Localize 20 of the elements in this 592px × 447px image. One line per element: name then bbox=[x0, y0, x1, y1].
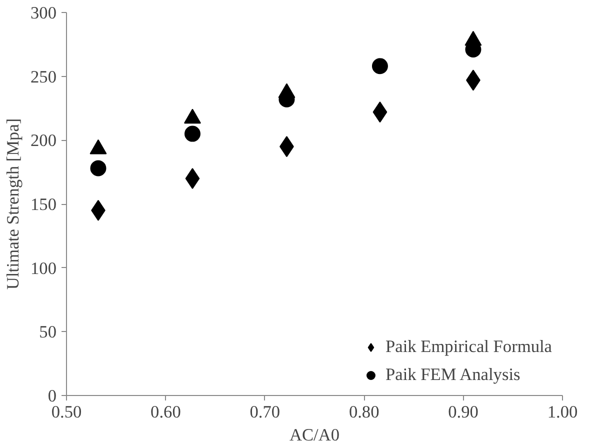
y-tick-label: 200 bbox=[30, 131, 57, 150]
y-tick-label: 50 bbox=[39, 322, 56, 342]
y-tick-label: 300 bbox=[30, 4, 57, 22]
point bbox=[372, 58, 388, 74]
y-tick-label: 250 bbox=[30, 67, 57, 86]
y-tick-label: 100 bbox=[30, 258, 57, 278]
y-tick-label: 0 bbox=[48, 386, 57, 406]
point bbox=[184, 126, 200, 142]
legend-label: Paik Empirical Formula bbox=[385, 337, 552, 357]
y-tick-label: 150 bbox=[30, 195, 57, 214]
x-tick-label: 0.60 bbox=[150, 402, 181, 422]
legend-label: Paik FEM Analysis bbox=[385, 365, 522, 385]
x-tick-label: 0.70 bbox=[250, 402, 280, 422]
x-tick-label: 0.50 bbox=[51, 402, 82, 422]
x-tick-label: 0.90 bbox=[448, 402, 478, 422]
point bbox=[90, 160, 106, 176]
x-tick-label: 1.00 bbox=[547, 402, 578, 422]
x-tick-label: 0.80 bbox=[348, 402, 380, 422]
y-axis-title: Ultimate Strength [Mpa] bbox=[4, 118, 23, 290]
x-axis-title: AC/A0 bbox=[289, 426, 340, 444]
